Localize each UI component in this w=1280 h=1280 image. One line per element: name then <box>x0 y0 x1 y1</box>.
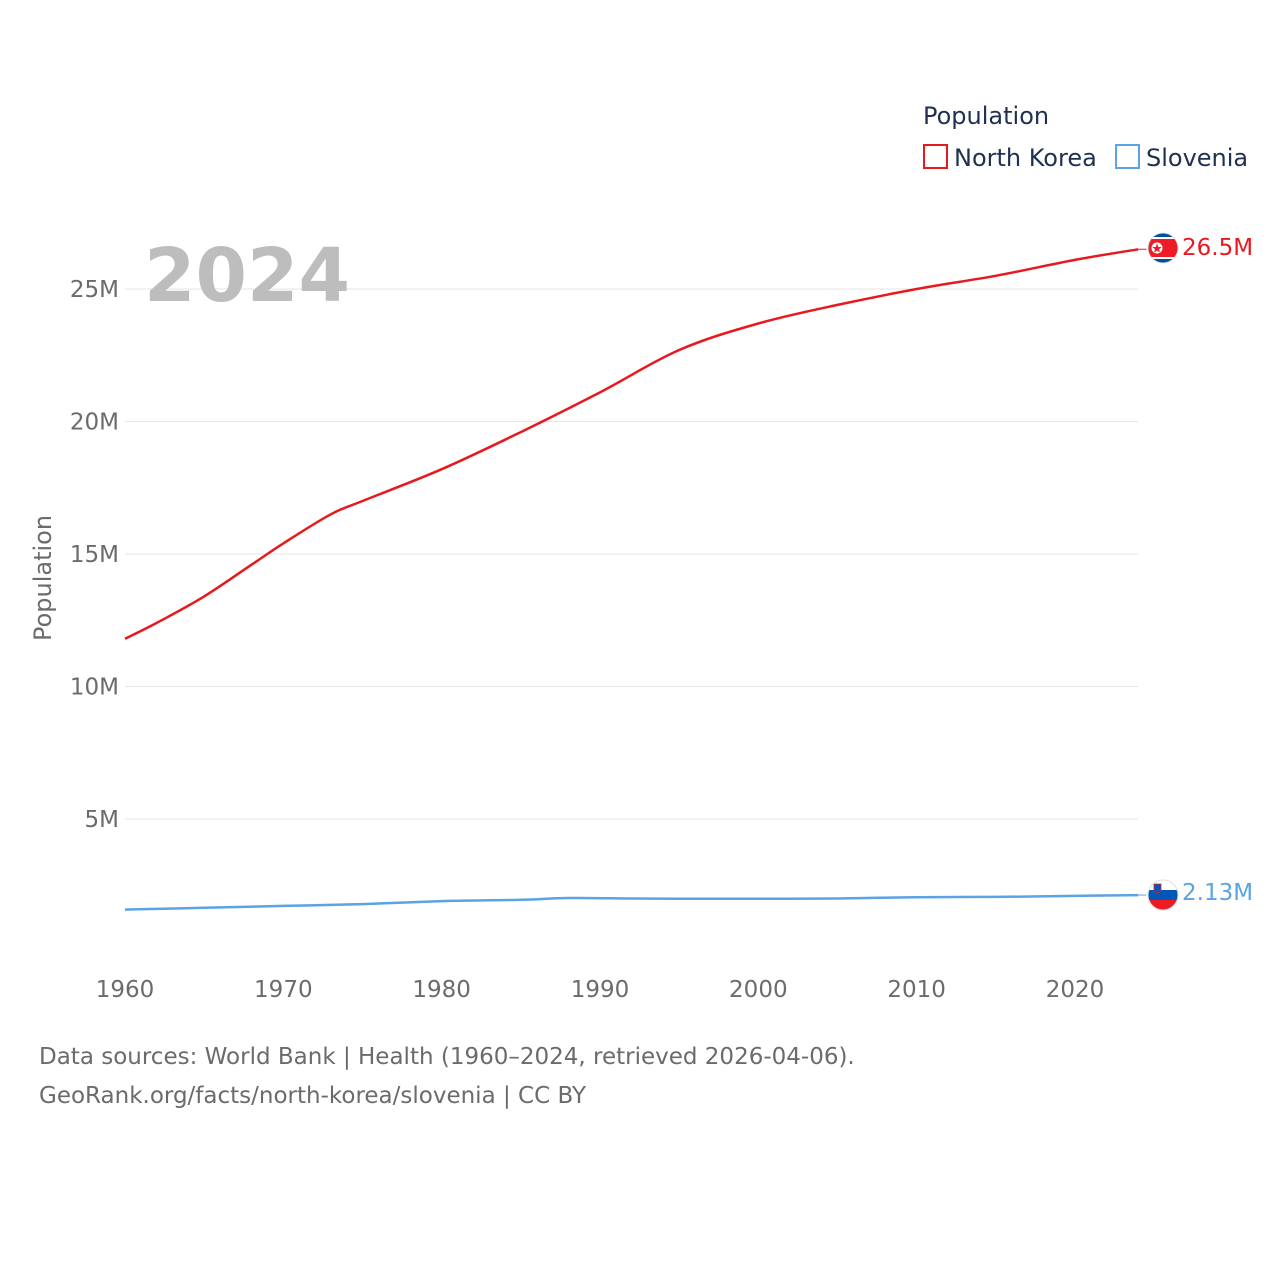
x-tick-label: 1990 <box>571 977 630 1003</box>
y-tick-label: 5M <box>85 807 119 833</box>
slovenia-flag-icon <box>1147 879 1179 911</box>
x-tick-label: 1960 <box>96 977 155 1003</box>
y-tick-label: 10M <box>70 675 119 701</box>
end-label-slovenia: 2.13M <box>1182 880 1253 906</box>
y-tick-label: 20M <box>70 410 119 436</box>
legend-label-slovenia: Slovenia <box>1146 144 1248 172</box>
x-tick-label: 2000 <box>729 977 788 1003</box>
series-line-slovenia[interactable] <box>124 893 1139 911</box>
footer-url: GeoRank.org/facts/north-korea/slovenia |… <box>39 1083 587 1109</box>
x-axis-ticks: 1960 1970 1980 1990 2000 2010 2020 <box>96 977 1105 1003</box>
population-chart: 5M 10M 15M 20M 25M 1960 1970 1980 1990 2000 2010 2… <box>29 102 1253 1003</box>
legend-swatch-slovenia <box>1115 144 1140 169</box>
series-line-north-korea[interactable] <box>124 248 1139 640</box>
series-lines <box>124 248 1147 911</box>
x-tick-label: 1980 <box>412 977 471 1003</box>
end-label-north-korea: 26.5M <box>1182 235 1253 261</box>
x-tick-label: 1970 <box>254 977 313 1003</box>
legend-title: Population <box>923 102 1049 130</box>
legend-label-north-korea: North Korea <box>954 144 1097 172</box>
x-tick-label: 2020 <box>1046 977 1105 1003</box>
current-year-label: 2024 <box>144 233 350 319</box>
legend: Population North Korea Slovenia <box>923 102 1248 172</box>
legend-item-slovenia[interactable]: Slovenia <box>1115 144 1248 172</box>
grid-lines <box>125 288 1138 820</box>
y-tick-label: 15M <box>70 542 119 568</box>
y-axis-title: Population <box>29 515 57 641</box>
y-axis-ticks: 5M 10M 15M 20M 25M <box>70 277 119 833</box>
footer-sources: Data sources: World Bank | Health (1960–… <box>39 1044 855 1070</box>
legend-swatch-north-korea <box>923 144 948 169</box>
legend-item-north-korea[interactable]: North Korea <box>923 144 1097 172</box>
y-tick-label: 25M <box>70 277 119 303</box>
north-korea-flag-icon <box>1147 232 1179 264</box>
x-tick-label: 2010 <box>887 977 946 1003</box>
